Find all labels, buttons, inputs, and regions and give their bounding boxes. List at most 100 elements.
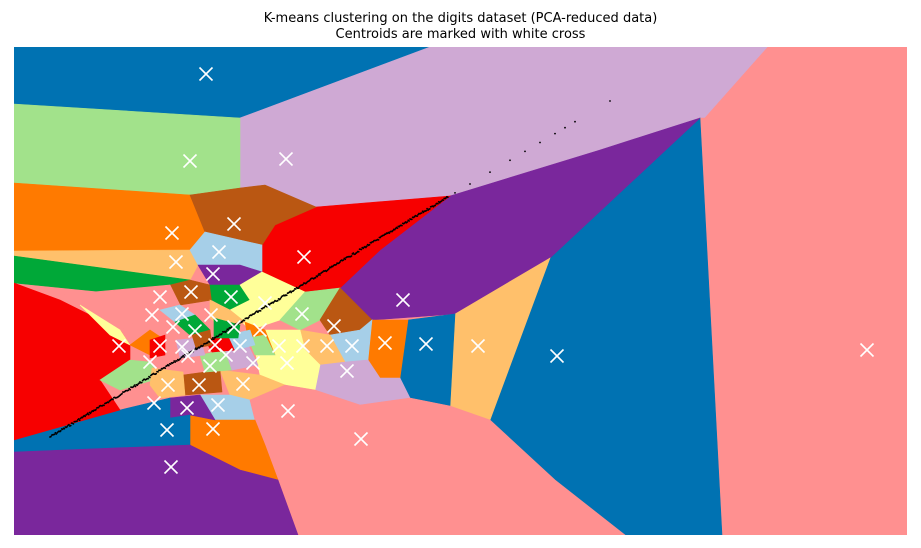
data-point [446,196,449,199]
data-point [259,310,262,312]
cluster-regions [14,47,907,535]
cluster-region [279,287,341,331]
data-point [401,224,403,227]
cluster-region [247,334,276,356]
centroid-marker [395,292,411,308]
centroid-marker [279,355,295,371]
centroid-marker [319,338,335,354]
data-point [360,248,363,251]
data-point [87,413,90,416]
centroid-marker [198,66,214,82]
data-point [285,294,288,297]
data-point [294,288,297,290]
data-point [225,330,228,332]
data-point [50,435,52,438]
data-point [176,360,178,362]
centroid-marker [211,244,227,260]
centroid-marker [191,377,207,393]
centroid-marker [859,342,875,358]
centroid-marker [326,318,342,334]
data-point [437,202,439,205]
data-point [248,316,250,319]
data-point [78,419,81,422]
centroid-marker [218,347,234,363]
centroid-marker [205,421,221,437]
centroid-marker [203,307,219,323]
centroid-marker [223,289,239,305]
data-point [97,406,100,409]
data-point [182,354,185,357]
data-point [426,207,428,210]
data-point [212,338,215,341]
data-point [357,250,360,253]
chart-subtitle: Centroids are marked with white cross [335,27,586,42]
data-point [69,424,72,427]
centroid-marker [339,363,355,379]
data-point [524,150,526,153]
data-point [76,420,78,422]
cluster-region [213,317,241,339]
centroid-marker [232,338,248,354]
data-point [59,429,62,432]
data-point [469,183,471,185]
data-point [276,299,279,302]
data-point [554,132,556,135]
centroid-marker [144,307,160,323]
centroid-marker [168,254,184,270]
data-point [319,274,321,276]
data-point [86,412,89,415]
cluster-region [149,367,186,399]
data-point [134,385,137,388]
centroid-marker [226,319,242,335]
data-point [338,261,341,264]
centroid-marker [146,395,162,411]
cluster-region [399,313,456,407]
centroid-marker [180,348,196,364]
data-point [263,306,266,309]
centroid-marker [226,216,242,232]
centroid-markers [111,66,875,475]
data-point [564,126,566,129]
data-point [63,427,66,430]
data-point [342,259,345,261]
data-point [112,398,114,401]
centroid-marker [296,249,312,265]
centroid-marker [179,400,195,416]
centroid-marker [549,348,565,364]
data-point [388,232,391,235]
data-point [539,141,541,144]
data-point [127,389,130,392]
data-point [66,425,68,428]
centroid-marker [278,151,294,167]
centroid-marker [142,354,158,370]
data-point [297,287,300,290]
data-point [179,357,182,360]
data-point [365,246,367,249]
centroid-marker [418,336,434,352]
data-point [416,215,419,218]
data-point [317,274,320,276]
cluster-region [14,103,241,196]
data-point [155,372,158,375]
data-point [396,227,399,230]
data-point [434,204,437,207]
data-point [316,275,319,278]
centroid-marker [187,323,203,339]
data-point [221,332,223,335]
data-point [140,381,143,384]
centroid-marker [164,225,180,241]
data-point [164,367,167,370]
data-point [103,404,105,407]
centroid-marker [202,358,218,374]
data-point [227,329,230,331]
cluster-region [14,444,299,535]
centroid-marker [210,397,226,413]
data-point [489,171,491,174]
data-point [293,289,295,292]
centroid-marker [205,266,221,282]
data-point [368,243,371,246]
data-point [365,245,368,248]
centroid-marker [152,289,168,305]
